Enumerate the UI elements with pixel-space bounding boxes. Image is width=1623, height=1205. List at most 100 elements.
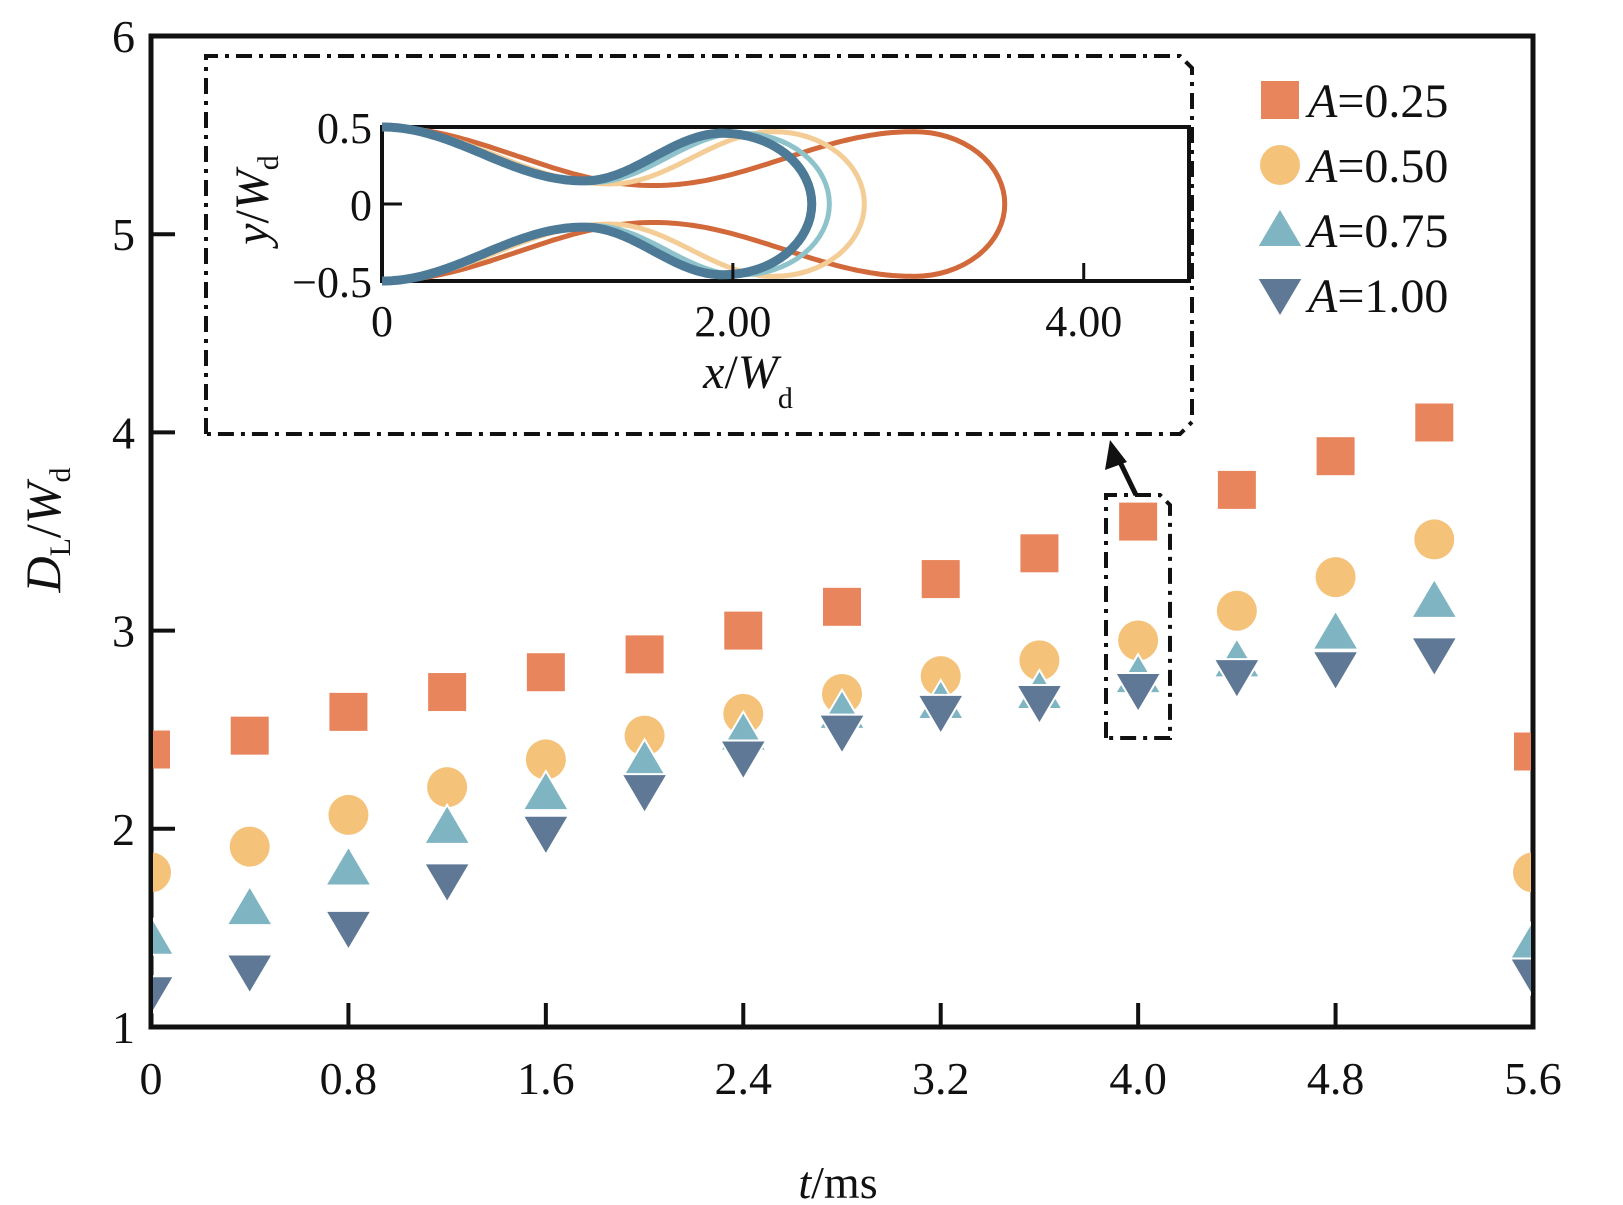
data-point: [1508, 957, 1531, 997]
data-point: [422, 862, 472, 905]
inset-x-tick-label: 2.00: [694, 297, 771, 346]
data-point: [915, 693, 966, 736]
data-point: [724, 611, 763, 650]
legend: A=0.25 A=0.50 A=0.75 A=1.00: [1255, 75, 1448, 323]
inset-frame: [204, 54, 1194, 436]
series-A=0.50: [153, 519, 1531, 893]
data-point: [525, 739, 566, 780]
data-point: [1316, 437, 1355, 476]
data-point: [521, 769, 571, 812]
svg-text:DL/Wd: DL/Wd: [15, 468, 77, 594]
pointer-arrow: [1105, 440, 1139, 497]
data-point: [1513, 852, 1531, 893]
data-point: [1118, 620, 1159, 661]
x-tick-label: 4.0: [1109, 1053, 1167, 1104]
legend-label: A=0.25: [1305, 75, 1448, 128]
inset-y-axis-title: y/Wd: [226, 155, 285, 250]
data-point: [229, 826, 270, 867]
inset-curve-A=0.50: [382, 124, 867, 284]
legend-marker: [1260, 145, 1300, 185]
x-tick-label: 5.6: [1504, 1053, 1562, 1104]
inset-y-tick-label: 0.5: [317, 104, 372, 153]
x-axis-title: t/ms: [798, 1157, 877, 1205]
data-point: [1508, 921, 1531, 960]
data-point: [323, 844, 374, 887]
series-A=0.75: [153, 576, 1531, 960]
data-point: [921, 560, 960, 599]
data-point: [224, 884, 275, 927]
data-point: [920, 656, 961, 697]
y-axis-ticks: 1 2 3 4 5 6: [112, 11, 175, 1053]
legend-item: A=1.00: [1255, 270, 1448, 323]
y-tick-label: 1: [112, 1002, 135, 1053]
y-tick-label: 5: [112, 209, 135, 260]
data-point: [329, 692, 368, 731]
data-point: [1212, 658, 1262, 701]
inset-curve-A=1.00: [380, 122, 817, 286]
x-tick-label: 3.2: [912, 1053, 970, 1104]
data-point: [624, 715, 665, 756]
x-tick-label: 2.4: [715, 1053, 773, 1104]
data-point: [718, 739, 769, 782]
data-point: [153, 917, 176, 956]
legend-item: A=0.25: [1261, 75, 1448, 128]
data-point: [1415, 403, 1454, 442]
inset-x-tick-label: 4.00: [1045, 297, 1122, 346]
data-point: [1113, 672, 1163, 715]
data-point: [153, 975, 176, 1014]
data-point: [1409, 576, 1460, 619]
data-point: [1315, 557, 1356, 598]
data-point: [1310, 650, 1361, 693]
data-point: [153, 730, 170, 769]
legend-item: A=0.50: [1260, 140, 1448, 193]
data-point: [625, 635, 664, 674]
data-point: [1020, 534, 1059, 573]
y-tick-label: 2: [112, 804, 135, 855]
inset-y-tick-label: 0: [350, 181, 372, 230]
inset-chart: 0 2.00 4.000.50−0.5 x/Wd y/Wd: [226, 104, 1191, 415]
inset-x-tick-label: 0: [371, 297, 393, 346]
y-tick-label: 4: [112, 407, 135, 458]
data-point: [619, 773, 670, 816]
data-point: [521, 814, 571, 857]
data-point: [328, 794, 369, 835]
legend-marker: [1255, 277, 1305, 319]
data-point: [1414, 519, 1455, 560]
data-point: [1310, 608, 1361, 651]
x-tick-label: 0: [140, 1053, 163, 1104]
series-A=0.25: [153, 403, 1531, 771]
y-tick-label: 3: [112, 606, 135, 657]
plot-frame: [148, 33, 1536, 1030]
data-point: [153, 852, 171, 893]
data-point: [1119, 502, 1158, 541]
data-point: [427, 767, 468, 808]
legend-label: A=1.00: [1305, 270, 1448, 323]
data-points: [153, 403, 1531, 1014]
legend-marker: [1261, 81, 1299, 119]
data-point: [1014, 683, 1065, 726]
data-point: [1409, 636, 1460, 679]
data-point: [1019, 640, 1060, 681]
inset-x-axis-title: x/Wd: [702, 346, 793, 415]
x-axis-ticks: 0 0.8 1.6 2.4 3.2 4.0 4.8 5.6: [140, 1003, 1562, 1104]
legend-item: A=0.75: [1255, 205, 1448, 258]
inset-curves: [380, 122, 1008, 286]
data-point: [323, 909, 374, 952]
legend-label: A=0.75: [1305, 205, 1448, 258]
highlight-box: [1104, 493, 1172, 740]
data-point: [1217, 470, 1256, 509]
x-tick-label: 1.6: [517, 1053, 575, 1104]
svg-text:y/Wd: y/Wd: [226, 155, 285, 250]
data-point: [1514, 732, 1531, 771]
series-A=1.00: [153, 636, 1531, 1014]
data-point: [817, 713, 867, 756]
inset-y-tick-label: −0.5: [292, 258, 372, 307]
data-point: [428, 673, 467, 712]
x-tick-label: 4.8: [1307, 1053, 1365, 1104]
data-point: [526, 653, 565, 692]
inset-curve-A=0.75: [382, 124, 832, 284]
data-point: [823, 587, 861, 626]
data-point: [1216, 590, 1257, 631]
legend-label: A=0.50: [1305, 140, 1448, 193]
